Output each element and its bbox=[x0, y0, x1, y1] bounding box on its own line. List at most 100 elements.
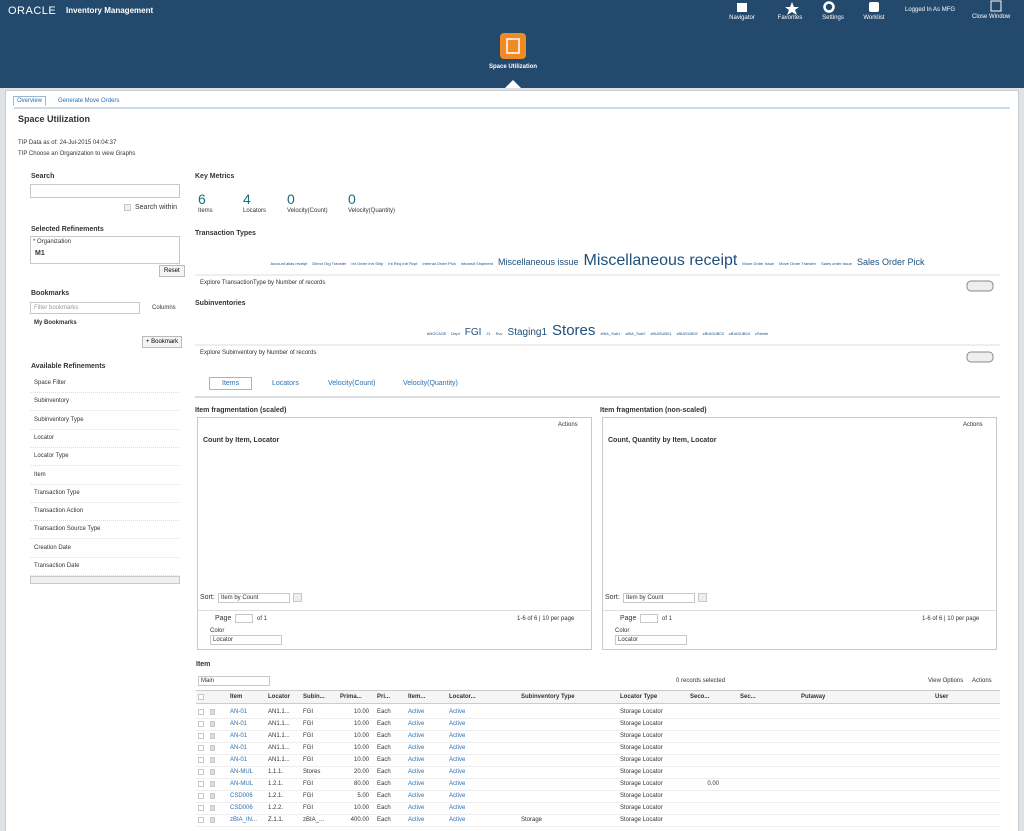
tag[interactable]: J1 bbox=[486, 331, 491, 336]
bookmark-button[interactable]: + Bookmark bbox=[142, 336, 183, 348]
cell[interactable]: AN-01 bbox=[230, 745, 248, 751]
cell[interactable]: CSD006 bbox=[230, 793, 253, 799]
refinement[interactable]: Space Filter bbox=[34, 380, 67, 386]
cell[interactable]: Active bbox=[408, 745, 425, 751]
tab[interactable]: Overview bbox=[13, 96, 47, 106]
cell[interactable]: zBIA_IN... bbox=[230, 817, 258, 823]
nav-item[interactable]: Settings bbox=[822, 15, 844, 21]
page-input[interactable] bbox=[640, 614, 658, 623]
scrollbar[interactable] bbox=[30, 576, 180, 584]
cell[interactable]: Active bbox=[408, 721, 425, 727]
cell[interactable]: Active bbox=[449, 757, 466, 763]
refinement[interactable]: Transaction Type bbox=[34, 489, 80, 496]
column-header[interactable]: Locator bbox=[268, 694, 291, 700]
cell[interactable]: AN-MUL bbox=[230, 769, 254, 775]
checkbox[interactable] bbox=[198, 709, 204, 715]
checkbox[interactable] bbox=[198, 745, 204, 751]
tag[interactable]: zBIASUB03 bbox=[702, 331, 724, 336]
cell[interactable]: Active bbox=[408, 805, 425, 811]
view-select[interactable] bbox=[198, 676, 270, 686]
sort-select[interactable] bbox=[623, 593, 695, 603]
tag[interactable]: Miscellaneous issue bbox=[497, 257, 579, 267]
tag[interactable]: zBIA_Sub2 bbox=[625, 331, 646, 336]
color-select[interactable] bbox=[615, 635, 687, 645]
cell[interactable]: Active bbox=[449, 709, 466, 715]
checkbox[interactable] bbox=[198, 733, 204, 739]
tag[interactable]: Stores bbox=[552, 322, 596, 339]
tag[interactable]: Sales order issue bbox=[821, 261, 852, 266]
checkbox[interactable] bbox=[198, 793, 204, 799]
cell[interactable]: AN-MUL bbox=[230, 781, 254, 787]
cell[interactable]: Active bbox=[449, 745, 466, 751]
checkbox[interactable] bbox=[198, 721, 204, 727]
actions[interactable]: Actions bbox=[963, 422, 983, 428]
cell[interactable]: Active bbox=[449, 769, 466, 775]
actions[interactable]: Actions bbox=[972, 678, 992, 684]
my-bookmarks[interactable]: My Bookmarks bbox=[34, 320, 77, 326]
filter-input[interactable] bbox=[30, 302, 140, 314]
worklist-icon[interactable] bbox=[869, 2, 879, 12]
reset-button[interactable]: Reset bbox=[159, 265, 185, 277]
settings-icon[interactable] bbox=[823, 1, 835, 13]
column-header[interactable]: Prima... bbox=[340, 694, 362, 700]
tag[interactable]: zSterile bbox=[754, 331, 769, 336]
column-header[interactable]: Item bbox=[230, 694, 243, 700]
checkbox[interactable] bbox=[124, 204, 131, 211]
cell[interactable]: CSD006 bbox=[230, 805, 253, 811]
column-header[interactable]: Locator... bbox=[449, 694, 476, 700]
tag[interactable]: Move Order Issue bbox=[742, 261, 775, 266]
tag[interactable]: Miscellaneous receipt bbox=[583, 252, 738, 269]
cell[interactable]: Active bbox=[449, 817, 466, 823]
column-header[interactable]: Sec... bbox=[740, 694, 756, 700]
tag[interactable]: Direct Org Transfer bbox=[312, 261, 347, 266]
tag[interactable]: Move Order Transfer bbox=[779, 261, 817, 266]
tab[interactable]: Generate Move Orders bbox=[58, 98, 120, 104]
search-input[interactable] bbox=[30, 184, 180, 198]
cell[interactable]: Active bbox=[449, 793, 466, 799]
color-select[interactable] bbox=[210, 635, 282, 645]
navigator-icon[interactable] bbox=[737, 3, 747, 12]
refinement[interactable]: Locator bbox=[34, 434, 55, 441]
cell[interactable]: Active bbox=[408, 733, 425, 739]
column-header[interactable]: User bbox=[935, 694, 949, 700]
column-header[interactable]: Seco... bbox=[690, 694, 710, 700]
tag[interactable]: zBIASUB04 bbox=[728, 331, 750, 336]
cell[interactable]: Active bbox=[408, 781, 425, 787]
cell[interactable]: Active bbox=[449, 781, 466, 787]
tag[interactable]: Int Order Intr Ship bbox=[351, 261, 384, 266]
column-header[interactable]: Subin... bbox=[303, 694, 325, 700]
close-icon[interactable] bbox=[990, 0, 1002, 12]
cell[interactable]: Active bbox=[449, 733, 466, 739]
tag[interactable]: Intransit Shipment bbox=[460, 261, 493, 266]
cell[interactable]: AN-01 bbox=[230, 757, 248, 763]
close-window[interactable]: Close Window bbox=[972, 14, 1011, 20]
cell[interactable]: Active bbox=[408, 769, 425, 775]
refinement[interactable]: Transaction Date bbox=[34, 563, 80, 569]
toggle[interactable] bbox=[966, 280, 994, 292]
column-header[interactable]: Putaway bbox=[801, 694, 826, 700]
refinement[interactable]: Transaction Action bbox=[34, 508, 84, 515]
checkbox[interactable] bbox=[198, 694, 204, 700]
column-header[interactable]: Subinventory Type bbox=[521, 694, 575, 700]
view-tab[interactable]: Velocity(Quantity) bbox=[403, 380, 458, 387]
sort-button[interactable] bbox=[293, 593, 302, 602]
tag[interactable]: Staging1 bbox=[507, 327, 548, 338]
page-input[interactable] bbox=[235, 614, 253, 623]
actions[interactable]: Actions bbox=[558, 422, 578, 428]
tag[interactable]: Int Req Intr Rcpt bbox=[388, 261, 418, 266]
tag[interactable]: zBIASUB02 bbox=[676, 331, 698, 336]
refinement[interactable]: Transaction Source Type bbox=[34, 526, 101, 533]
column-header[interactable]: Locator Type bbox=[620, 694, 658, 700]
tag[interactable]: ANOCASE bbox=[426, 331, 447, 336]
view-tab[interactable]: Locators bbox=[272, 380, 299, 387]
cell[interactable]: Active bbox=[408, 817, 425, 823]
checkbox[interactable] bbox=[198, 781, 204, 787]
cell[interactable]: AN-01 bbox=[230, 709, 248, 715]
refinement[interactable]: Locator Type bbox=[34, 453, 69, 460]
refinement[interactable]: Subinventory bbox=[34, 398, 70, 405]
tag[interactable]: Account alias receipt bbox=[270, 261, 308, 266]
sort-button[interactable] bbox=[698, 593, 707, 602]
columns[interactable]: Columns bbox=[152, 305, 176, 311]
nav-item[interactable]: Favorites bbox=[777, 15, 803, 21]
tag[interactable]: Internal Order Pick bbox=[422, 261, 456, 266]
